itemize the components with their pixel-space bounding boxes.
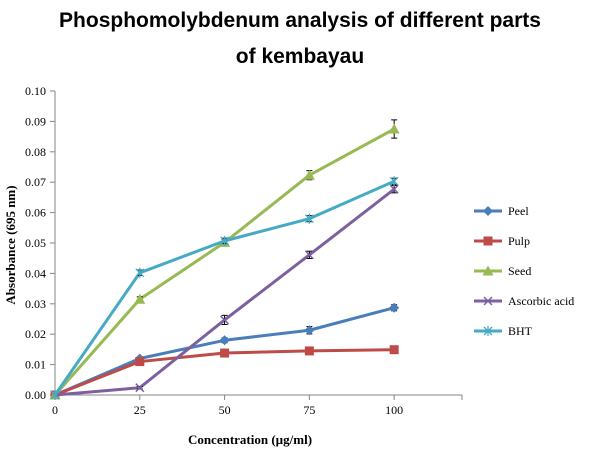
data-point	[389, 345, 399, 355]
legend-marker	[483, 206, 493, 216]
y-tick-label: 0.08	[25, 145, 46, 159]
chart-title-line-2: of kembayau	[236, 45, 364, 68]
data-point	[304, 346, 314, 356]
y-tick-label: 0.05	[25, 236, 46, 250]
data-point	[220, 348, 230, 358]
marker-stroke	[304, 250, 314, 260]
data-point	[219, 335, 230, 346]
legend-label: Ascorbic acid	[508, 294, 574, 308]
series-line	[54, 188, 396, 397]
marker-stroke	[135, 383, 145, 393]
plot-area	[49, 119, 400, 400]
legend-marker	[483, 326, 493, 336]
legend-item: Pulp	[474, 234, 530, 248]
legend: Peel Pulp Seed Ascorbic acid BHT	[474, 204, 574, 338]
series-ascorbic-acid	[50, 184, 399, 400]
data-point	[304, 325, 315, 336]
y-axis-title: Absorbance (695 nm)	[3, 185, 18, 304]
x-tick-label: 0	[52, 403, 58, 417]
x-tick-label: 75	[303, 403, 315, 417]
legend-label: Pulp	[508, 234, 530, 248]
data-point	[134, 293, 146, 304]
x-tick-label: 50	[219, 403, 231, 417]
data-point	[304, 250, 314, 260]
legend-label: Seed	[508, 264, 531, 278]
x-axis-title: Concentration (µg/ml)	[188, 432, 312, 447]
data-point	[135, 267, 145, 278]
y-tick-label: 0.03	[25, 297, 46, 311]
marker-stroke	[483, 296, 493, 306]
marker-stroke	[389, 184, 399, 194]
x-axis: 0 25 50 75 100	[52, 394, 463, 417]
data-point	[220, 235, 230, 246]
series-line	[53, 179, 395, 396]
y-tick-label: 0.00	[25, 388, 46, 402]
series-bht	[50, 176, 399, 400]
legend-item: Seed	[474, 264, 531, 278]
y-tick-label: 0.10	[25, 84, 46, 98]
legend-item: BHT	[474, 324, 533, 338]
data-point	[388, 123, 400, 134]
y-tick-label: 0.06	[25, 206, 46, 220]
y-tick-label: 0.01	[25, 358, 46, 372]
y-tick-label: 0.04	[25, 266, 46, 280]
series-seed	[49, 119, 400, 400]
legend-label: Peel	[508, 204, 529, 218]
x-tick-label: 100	[385, 403, 403, 417]
data-point	[303, 169, 315, 180]
y-axis: 0.00 0.01 0.02 0.03 0.04 0.05 0.06 0.07 0.08 0.09…	[25, 84, 56, 402]
marker-stroke	[220, 315, 230, 325]
legend-marker	[482, 265, 494, 276]
chart-title-line-1: Phosphomolybdenum analysis of different …	[59, 9, 541, 32]
data-point	[389, 302, 400, 313]
legend-marker	[483, 236, 493, 246]
data-point	[389, 184, 399, 194]
legend-item: Ascorbic acid	[474, 294, 574, 308]
data-point	[50, 390, 60, 400]
data-point	[135, 357, 145, 367]
y-tick-label: 0.07	[25, 175, 46, 189]
x-tick-label: 25	[134, 403, 146, 417]
legend-label: BHT	[508, 324, 533, 338]
y-tick-label: 0.09	[25, 114, 46, 128]
data-point	[389, 176, 399, 187]
legend-item: Peel	[474, 204, 529, 218]
legend-marker	[483, 296, 493, 306]
data-point	[304, 213, 314, 224]
y-tick-label: 0.02	[25, 327, 46, 341]
data-point	[220, 315, 230, 325]
data-point	[135, 383, 145, 393]
